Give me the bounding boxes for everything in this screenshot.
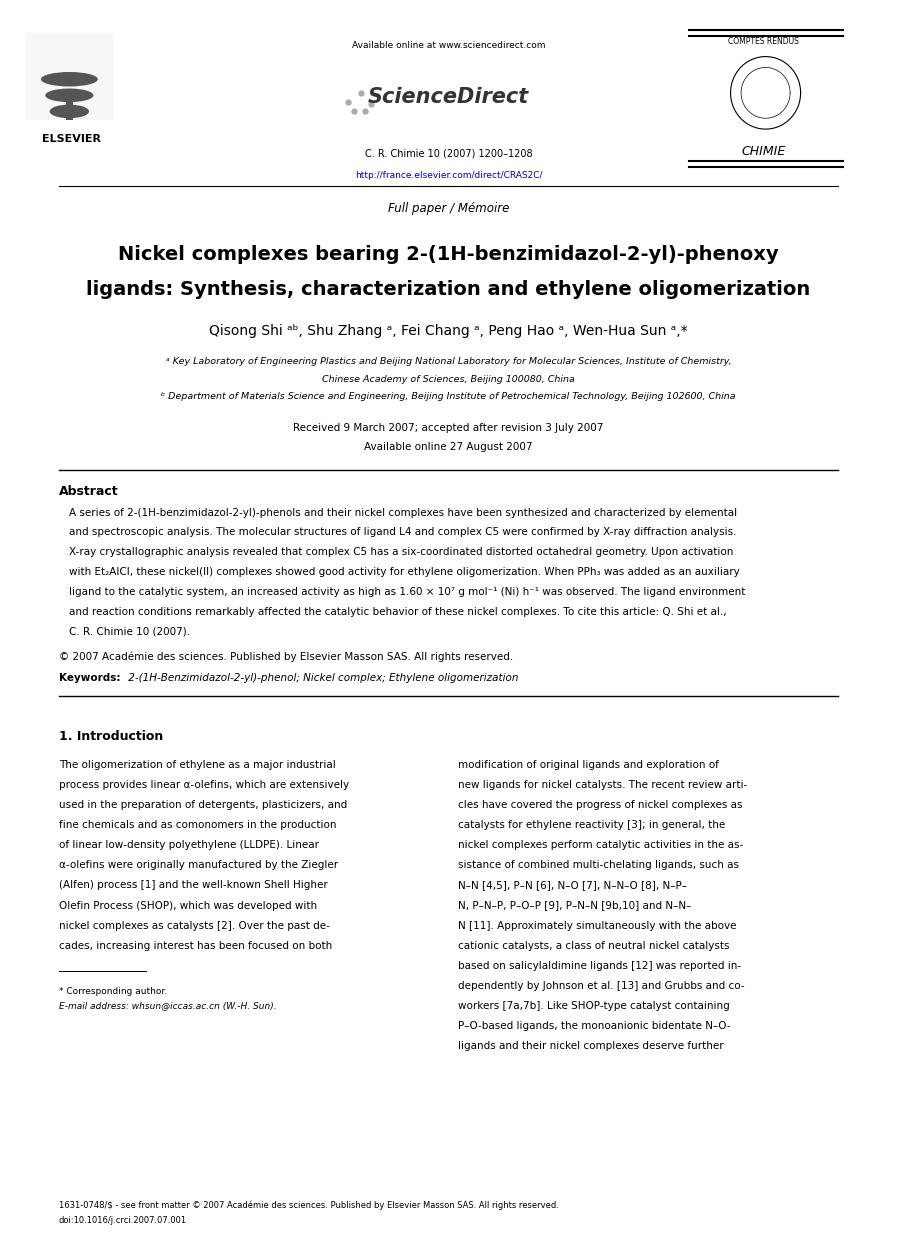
Text: Olefin Process (SHOP), which was developed with: Olefin Process (SHOP), which was develop… (59, 900, 317, 910)
Text: process provides linear α-olefins, which are extensively: process provides linear α-olefins, which… (59, 780, 349, 790)
Text: Qisong Shi ᵃᵇ, Shu Zhang ᵃ, Fei Chang ᵃ, Peng Hao ᵃ, Wen-Hua Sun ᵃ,*: Qisong Shi ᵃᵇ, Shu Zhang ᵃ, Fei Chang ᵃ,… (210, 324, 688, 338)
Text: ELSEVIER: ELSEVIER (43, 134, 102, 144)
Text: N [11]. Approximately simultaneously with the above: N [11]. Approximately simultaneously wit… (458, 921, 736, 931)
Text: and spectroscopic analysis. The molecular structures of ligand L4 and complex C5: and spectroscopic analysis. The molecula… (69, 527, 736, 537)
Text: E-mail address: whsun@iccas.ac.cn (W.-H. Sun).: E-mail address: whsun@iccas.ac.cn (W.-H.… (59, 1002, 277, 1010)
Text: with Et₂AlCl, these nickel(II) complexes showed good activity for ethylene oligo: with Et₂AlCl, these nickel(II) complexes… (69, 567, 740, 577)
Text: based on salicylaldimine ligands [12] was reported in-: based on salicylaldimine ligands [12] wa… (458, 961, 741, 971)
Text: sistance of combined multi-chelating ligands, such as: sistance of combined multi-chelating lig… (458, 860, 739, 870)
Text: catalysts for ethylene reactivity [3]; in general, the: catalysts for ethylene reactivity [3]; i… (458, 821, 726, 831)
Text: Available online at www.sciencedirect.com: Available online at www.sciencedirect.co… (352, 41, 545, 50)
Text: http://france.elsevier.com/direct/CRAS2C/: http://france.elsevier.com/direct/CRAS2C… (355, 171, 542, 180)
Text: cationic catalysts, a class of neutral nickel catalysts: cationic catalysts, a class of neutral n… (458, 941, 730, 951)
Text: (Alfen) process [1] and the well-known Shell Higher: (Alfen) process [1] and the well-known S… (59, 880, 327, 890)
Text: Full paper / Mémoire: Full paper / Mémoire (388, 202, 509, 215)
Text: ligand to the catalytic system, an increased activity as high as 1.60 × 10⁷ g mo: ligand to the catalytic system, an incre… (69, 587, 746, 597)
Text: Received 9 March 2007; accepted after revision 3 July 2007: Received 9 March 2007; accepted after re… (293, 423, 604, 433)
Text: cades, increasing interest has been focused on both: cades, increasing interest has been focu… (59, 941, 332, 951)
Text: new ligands for nickel catalysts. The recent review arti-: new ligands for nickel catalysts. The re… (458, 780, 747, 790)
Ellipse shape (41, 72, 98, 87)
Text: and reaction conditions remarkably affected the catalytic behavior of these nick: and reaction conditions remarkably affec… (69, 607, 727, 617)
Bar (66, 95, 73, 120)
Text: 1631-0748/$ - see front matter © 2007 Académie des sciences. Published by Elsevi: 1631-0748/$ - see front matter © 2007 Ac… (59, 1201, 559, 1211)
Text: of linear low-density polyethylene (LLDPE). Linear: of linear low-density polyethylene (LLDP… (59, 841, 319, 851)
Text: nickel complexes as catalysts [2]. Over the past de-: nickel complexes as catalysts [2]. Over … (59, 921, 330, 931)
Text: cles have covered the progress of nickel complexes as: cles have covered the progress of nickel… (458, 800, 743, 810)
Text: A series of 2-(1H-benzimidazol-2-yl)-phenols and their nickel complexes have bee: A series of 2-(1H-benzimidazol-2-yl)-phe… (69, 508, 737, 517)
Text: nickel complexes perform catalytic activities in the as-: nickel complexes perform catalytic activ… (458, 841, 744, 851)
Text: ᵇ Department of Materials Science and Engineering, Beijing Institute of Petroche: ᵇ Department of Materials Science and En… (161, 392, 736, 401)
Text: Keywords:: Keywords: (59, 673, 121, 683)
Text: ligands: Synthesis, characterization and ethylene oligomerization: ligands: Synthesis, characterization and… (86, 280, 811, 298)
Text: ScienceDirect: ScienceDirect (368, 87, 529, 106)
Ellipse shape (45, 89, 93, 102)
Text: CHIMIE: CHIMIE (742, 145, 786, 158)
Bar (26, 33, 114, 120)
Text: Chinese Academy of Sciences, Beijing 100080, China: Chinese Academy of Sciences, Beijing 100… (322, 375, 575, 384)
Text: * Corresponding author.: * Corresponding author. (59, 987, 167, 995)
Text: C. R. Chimie 10 (2007) 1200–1208: C. R. Chimie 10 (2007) 1200–1208 (365, 149, 532, 158)
Text: modification of original ligands and exploration of: modification of original ligands and exp… (458, 760, 719, 770)
Text: α-olefins were originally manufactured by the Ziegler: α-olefins were originally manufactured b… (59, 860, 338, 870)
Text: dependently by Johnson et al. [13] and Grubbs and co-: dependently by Johnson et al. [13] and G… (458, 980, 745, 990)
Text: fine chemicals and as comonomers in the production: fine chemicals and as comonomers in the … (59, 821, 336, 831)
Text: The oligomerization of ethylene as a major industrial: The oligomerization of ethylene as a maj… (59, 760, 336, 770)
Text: doi:10.1016/j.crci.2007.07.001: doi:10.1016/j.crci.2007.07.001 (59, 1216, 187, 1224)
Text: ᵃ Key Laboratory of Engineering Plastics and Beijing National Laboratory for Mol: ᵃ Key Laboratory of Engineering Plastics… (166, 357, 731, 365)
Text: N, P–N–P, P–O–P [9], P–N–N [9b,10] and N–N–: N, P–N–P, P–O–P [9], P–N–N [9b,10] and N… (458, 900, 691, 910)
Text: workers [7a,7b]. Like SHOP-type catalyst containing: workers [7a,7b]. Like SHOP-type catalyst… (458, 1000, 730, 1010)
Text: 1. Introduction: 1. Introduction (59, 730, 163, 744)
Text: N–N [4,5], P–N [6], N–O [7], N–N–O [8], N–P–: N–N [4,5], P–N [6], N–O [7], N–N–O [8], … (458, 880, 688, 890)
Text: COMPTES RENDUS: COMPTES RENDUS (728, 37, 799, 46)
Ellipse shape (50, 105, 89, 118)
Text: P–O-based ligands, the monoanionic bidentate N–O-: P–O-based ligands, the monoanionic biden… (458, 1021, 731, 1031)
Text: Available online 27 August 2007: Available online 27 August 2007 (365, 442, 532, 452)
Text: X-ray crystallographic analysis revealed that complex C5 has a six-coordinated d: X-ray crystallographic analysis revealed… (69, 547, 734, 557)
Text: 2-(1H-Benzimidazol-2-yl)-phenol; Nickel complex; Ethylene oligomerization: 2-(1H-Benzimidazol-2-yl)-phenol; Nickel … (124, 673, 518, 683)
Text: used in the preparation of detergents, plasticizers, and: used in the preparation of detergents, p… (59, 800, 347, 810)
Text: © 2007 Académie des sciences. Published by Elsevier Masson SAS. All rights reser: © 2007 Académie des sciences. Published … (59, 651, 513, 661)
Text: Abstract: Abstract (59, 485, 119, 499)
Text: ligands and their nickel complexes deserve further: ligands and their nickel complexes deser… (458, 1041, 724, 1051)
Text: C. R. Chimie 10 (2007).: C. R. Chimie 10 (2007). (69, 626, 190, 636)
Text: Nickel complexes bearing 2-(1H-benzimidazol-2-yl)-phenoxy: Nickel complexes bearing 2-(1H-benzimida… (118, 245, 779, 264)
